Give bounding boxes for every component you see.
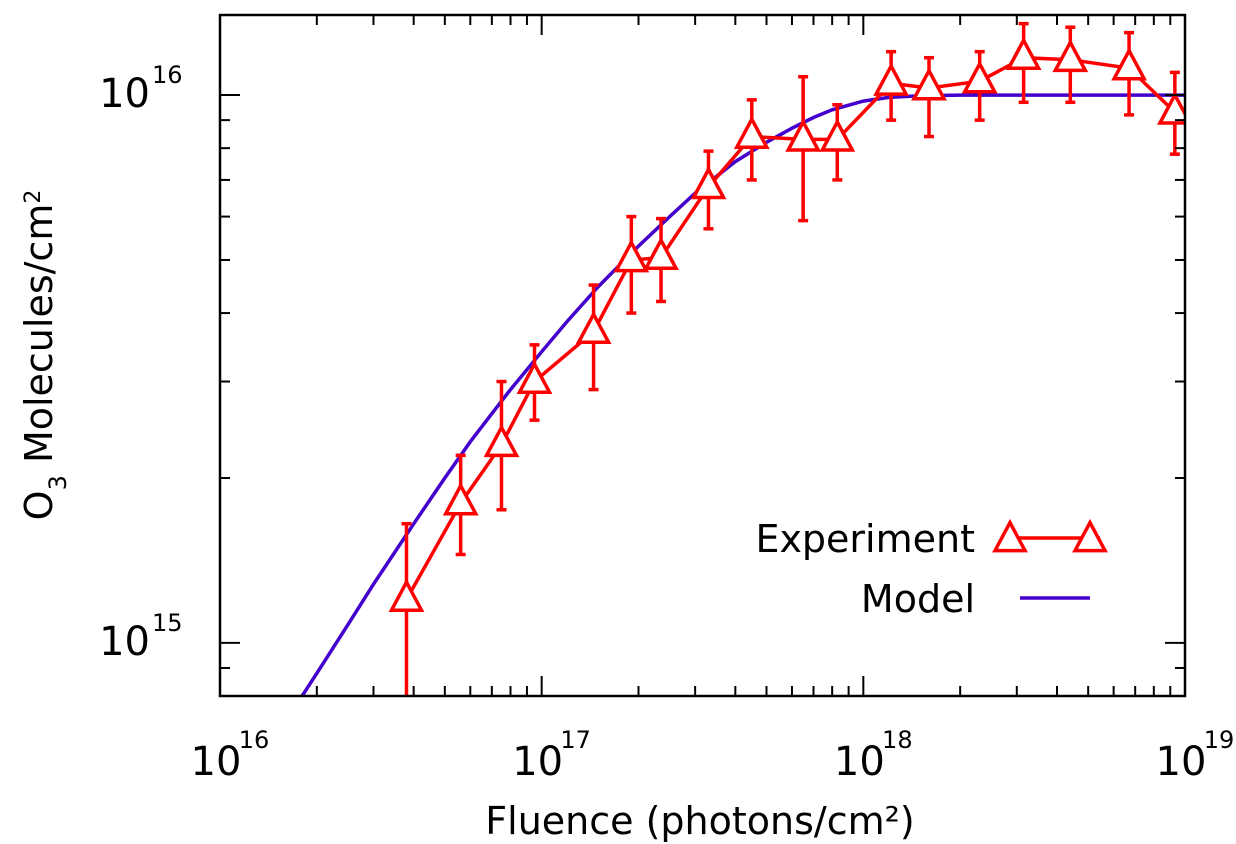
- x-tick-label: 10: [834, 739, 885, 785]
- experiment-marker: [575, 310, 612, 345]
- model-line: [300, 93, 1185, 696]
- plot-frame: [218, 13, 1187, 698]
- legend-swatch-experiment-marker-right: [1072, 518, 1108, 553]
- y-tick-exponent: 16: [152, 61, 183, 89]
- experiment-marker: [733, 115, 770, 149]
- x-tick-label: 10: [191, 739, 242, 785]
- legend-label-experiment: Experiment: [755, 517, 975, 561]
- experiment-marker: [442, 481, 479, 516]
- x-tick-label: 10: [1156, 739, 1207, 785]
- legend-swatch-experiment-marker-left: [992, 518, 1028, 553]
- x-tick-exponent: 19: [1204, 726, 1235, 754]
- legend: Experiment Model: [755, 517, 1108, 621]
- experiment-marker: [1111, 46, 1148, 81]
- experiment-marker: [961, 60, 998, 94]
- experiment-marker: [819, 118, 856, 152]
- experiment-marker: [690, 165, 727, 200]
- y-tick-label: 10: [99, 619, 150, 665]
- series-layer: [300, 21, 1185, 696]
- x-tick-label: 10: [512, 739, 563, 785]
- experiment-marker: [516, 360, 553, 394]
- y-axis-label: O3 Molecules/cm2: [17, 190, 72, 521]
- y-tick-exponent: 15: [152, 609, 183, 637]
- legend-label-model: Model: [861, 577, 975, 621]
- experiment-marker: [643, 236, 679, 270]
- x-tick-exponent: 18: [882, 726, 913, 754]
- experiment-marker: [1005, 36, 1042, 71]
- experiment-marker: [911, 66, 947, 101]
- y-tick-label: 10: [99, 71, 150, 117]
- experiment-marker: [388, 578, 425, 612]
- experiment-marker: [1052, 38, 1089, 73]
- x-axis-label: Fluence (photons/cm²): [485, 799, 914, 843]
- experiment-marker: [785, 118, 822, 152]
- experiment-marker: [483, 423, 520, 458]
- experiment-marker: [613, 238, 650, 273]
- x-tick-exponent: 17: [560, 726, 591, 754]
- labels-layer: Fluence (photons/cm²) O3 Molecules/cm2: [17, 190, 915, 843]
- x-tick-exponent: 16: [239, 726, 270, 754]
- experiment-marker: [1156, 91, 1185, 125]
- experiment-marker: [873, 62, 910, 96]
